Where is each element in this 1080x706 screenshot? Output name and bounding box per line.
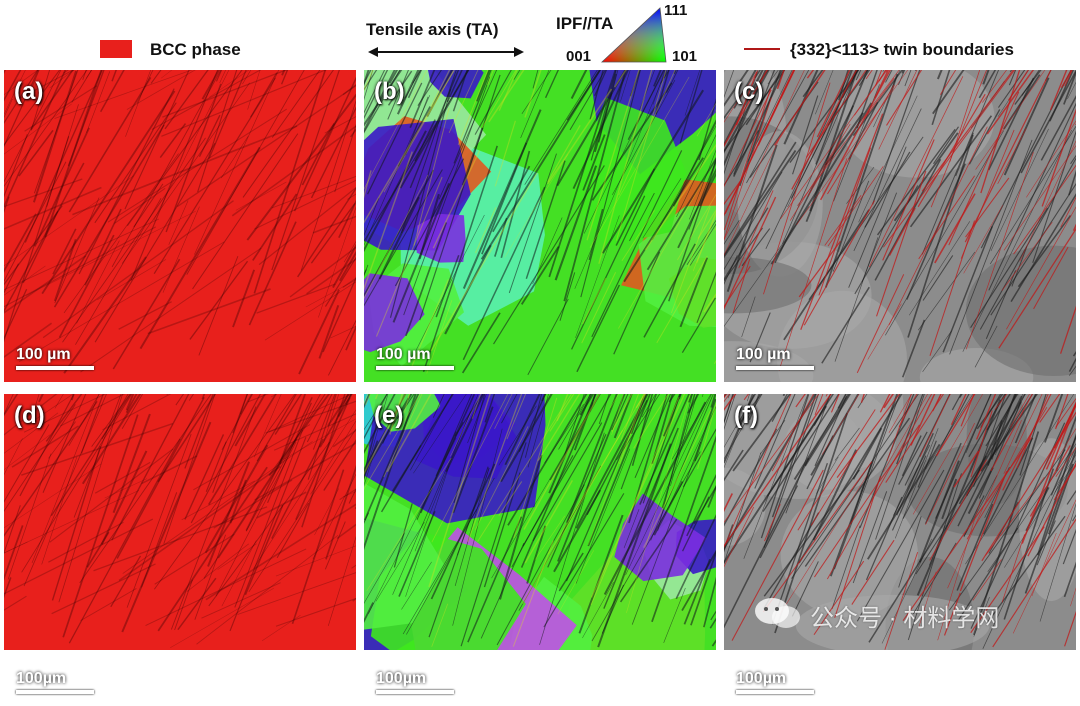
panel-label: (b) [374,78,405,106]
panel-label: (a) [14,78,43,106]
micrograph-panel-c: (c) 100 µm [724,70,1076,382]
micrograph-panel-b: (b) 100 µm [364,70,716,382]
scale-bar-line [376,366,454,370]
scale-bar-text: 100 µm [376,346,454,364]
scale-bar: 100µm [376,670,454,694]
wechat-icon [752,596,804,630]
micrograph-panel-d: (d) 100µm [4,394,356,706]
panel-label: (d) [14,402,45,430]
scale-bar-text: 100 µm [736,346,814,364]
ipf-orientation-map [364,394,716,650]
bcc-phase-map [4,394,356,650]
panel-label: (c) [734,78,763,106]
ipf-orientation-map [364,70,716,382]
tensile-axis-label: Tensile axis (TA) [366,20,499,40]
bcc-phase-map [4,70,356,382]
watermark-text: 公众号 · 材料学网 [810,598,999,633]
panel-label: (f) [734,402,758,430]
ipf-corner-101: 101 [672,48,697,65]
twin-boundary-label: {332}<113> twin boundaries [790,40,1014,60]
ipf-triangle-icon [600,4,672,66]
micrograph-panel-a: (a) 100 µm [4,70,356,382]
panel-label: (e) [374,402,403,430]
tensile-axis-arrow-icon [368,44,524,60]
scale-bar-text: 100 µm [16,346,94,364]
scale-bar-text: 100µm [376,670,454,688]
bcc-phase-label: BCC phase [150,40,241,60]
ipf-corner-001: 001 [566,48,591,65]
scale-bar-line [736,690,814,694]
scale-bar: 100 µm [16,346,94,370]
scale-bar-line [16,690,94,694]
twin-boundary-map [724,70,1076,382]
scale-bar-text: 100µm [736,670,814,688]
scale-bar-line [736,366,814,370]
scale-bar: 100µm [736,670,814,694]
scale-bar: 100 µm [736,346,814,370]
scale-bar: 100µm [16,670,94,694]
scale-bar-line [376,690,454,694]
bcc-phase-swatch [100,40,132,58]
scale-bar-text: 100µm [16,670,94,688]
scale-bar: 100 µm [376,346,454,370]
twin-boundary-line-sample [744,48,780,50]
micrograph-panel-f: (f) 100µm [724,394,1076,706]
ipf-corner-111: 111 [664,2,687,19]
micrograph-panel-e: (e) 100µm [364,394,716,706]
scale-bar-line [16,366,94,370]
